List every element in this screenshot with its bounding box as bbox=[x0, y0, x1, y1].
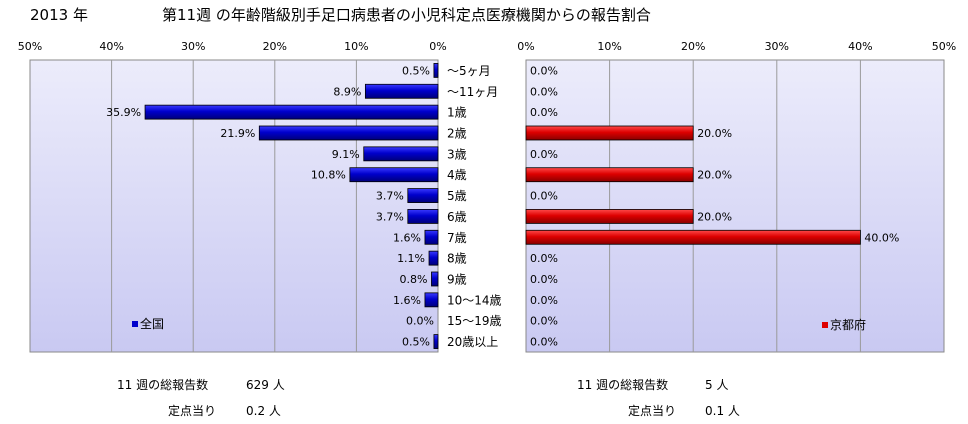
national-value-label: 8.9% bbox=[333, 85, 361, 98]
national-value-label: 1.6% bbox=[393, 294, 421, 307]
kyoto-value-label: 0.0% bbox=[530, 85, 558, 98]
national-bar bbox=[364, 83, 439, 99]
kyoto-value-label: 0.0% bbox=[530, 294, 558, 307]
right-tick-label: 20% bbox=[681, 40, 705, 53]
kyoto-value-label: 0.0% bbox=[530, 190, 558, 203]
category-label: 1歳 bbox=[447, 106, 467, 120]
left-tick-label: 50% bbox=[18, 40, 42, 53]
left-tick-label: 40% bbox=[99, 40, 123, 53]
kyoto-total-label: 11 週の総報告数 bbox=[577, 378, 669, 392]
national-value-label: 0.0% bbox=[406, 315, 434, 328]
category-label: 2歳 bbox=[447, 126, 467, 140]
national-value-label: 0.5% bbox=[402, 336, 430, 349]
national-bar bbox=[433, 334, 439, 349]
category-label: 9歳 bbox=[447, 272, 467, 286]
kyoto-value-label: 0.0% bbox=[530, 64, 558, 77]
category-label: 15～19歳 bbox=[447, 314, 502, 328]
category-label: 4歳 bbox=[447, 168, 467, 182]
chart-title: 第11週 の年齢階級別手足口病患者の小児科定点医療機関からの報告割合 bbox=[162, 6, 651, 24]
kyoto-bar bbox=[525, 125, 694, 141]
national-bar bbox=[407, 209, 439, 224]
national-bar bbox=[424, 292, 439, 308]
kyoto-value-label: 0.0% bbox=[530, 106, 558, 119]
right-plot-area bbox=[525, 59, 945, 353]
national-total-value: 629 人 bbox=[246, 378, 285, 392]
national-value-label: 1.6% bbox=[393, 231, 421, 244]
category-label: ～11ヶ月 bbox=[447, 85, 498, 99]
kyoto-value-label: 0.0% bbox=[530, 273, 558, 286]
kyoto-value-label: 0.0% bbox=[530, 315, 558, 328]
legend-swatch-national bbox=[132, 321, 138, 327]
left-tick-label: 20% bbox=[263, 40, 287, 53]
national-value-label: 3.7% bbox=[376, 190, 404, 203]
right-tick-label: 50% bbox=[932, 40, 956, 53]
category-label: 20歳以上 bbox=[447, 335, 498, 349]
national-value-label: 35.9% bbox=[106, 106, 141, 119]
kyoto-value-label: 0.0% bbox=[530, 336, 558, 349]
kyoto-total-value: 5 人 bbox=[705, 378, 729, 392]
category-label: 6歳 bbox=[447, 210, 467, 224]
kyoto-bar bbox=[525, 229, 861, 245]
national-bar bbox=[363, 146, 439, 162]
legend-swatch-kyoto bbox=[822, 322, 828, 328]
kyoto-per-label: 定点当り bbox=[628, 404, 677, 418]
kyoto-value-label: 20.0% bbox=[697, 127, 732, 140]
national-bar bbox=[424, 229, 439, 245]
category-label: ～5ヶ月 bbox=[447, 64, 491, 78]
national-bar bbox=[431, 271, 439, 287]
category-label: 3歳 bbox=[447, 147, 467, 161]
national-per-value: 0.2 人 bbox=[246, 404, 281, 418]
category-label: 10～14歳 bbox=[447, 293, 502, 307]
left-tick-label: 10% bbox=[344, 40, 368, 53]
legend-label-kyoto: 京都府 bbox=[830, 317, 866, 332]
right-tick-label: 0% bbox=[517, 40, 534, 53]
national-bar bbox=[258, 125, 439, 141]
national-value-label: 21.9% bbox=[220, 127, 255, 140]
right-tick-label: 40% bbox=[848, 40, 872, 53]
left-tick-label: 0% bbox=[429, 40, 446, 53]
national-value-label: 0.8% bbox=[400, 273, 428, 286]
category-label: 8歳 bbox=[447, 252, 467, 266]
national-value-label: 0.5% bbox=[402, 64, 430, 77]
category-label: 7歳 bbox=[447, 231, 467, 245]
kyoto-bar bbox=[525, 167, 694, 183]
kyoto-value-label: 20.0% bbox=[697, 169, 732, 182]
left-plot-area bbox=[29, 59, 439, 353]
kyoto-value-label: 20.0% bbox=[697, 210, 732, 223]
national-bar bbox=[433, 63, 439, 78]
national-bar bbox=[407, 188, 439, 203]
national-value-label: 1.1% bbox=[397, 252, 425, 265]
national-total-label: 11 週の総報告数 bbox=[117, 378, 209, 392]
national-bar bbox=[349, 167, 439, 183]
kyoto-value-label: 0.0% bbox=[530, 148, 558, 161]
category-label: 5歳 bbox=[447, 189, 467, 203]
national-value-label: 10.8% bbox=[311, 169, 346, 182]
national-value-label: 3.7% bbox=[376, 210, 404, 223]
national-per-label: 定点当り bbox=[168, 404, 217, 418]
legend-label-national: 全国 bbox=[140, 316, 164, 331]
kyoto-per-value: 0.1 人 bbox=[705, 404, 740, 418]
national-value-label: 9.1% bbox=[332, 148, 360, 161]
kyoto-bar bbox=[525, 209, 694, 224]
kyoto-value-label: 40.0% bbox=[864, 231, 899, 244]
right-tick-label: 10% bbox=[597, 40, 621, 53]
right-tick-label: 30% bbox=[765, 40, 789, 53]
national-bar bbox=[428, 250, 439, 266]
kyoto-value-label: 0.0% bbox=[530, 252, 558, 265]
national-bar bbox=[144, 104, 439, 120]
left-tick-label: 30% bbox=[181, 40, 205, 53]
year-label: 2013 年 bbox=[30, 6, 88, 24]
